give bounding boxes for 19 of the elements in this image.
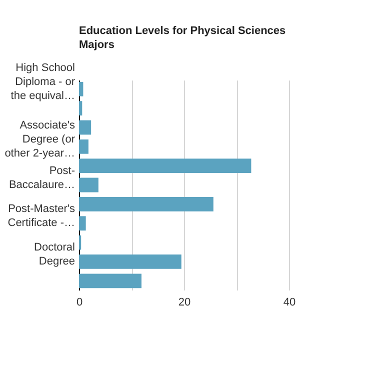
y-tick-label: High School Diploma - or the equival… (10, 62, 76, 102)
y-tick-label: Associate's Degree (or other 2-year… (4, 119, 76, 160)
bar (79, 101, 82, 116)
x-tick-label: 0 (76, 296, 83, 308)
bar (79, 216, 86, 231)
x-tick-label: 20 (178, 296, 191, 308)
bar (79, 158, 252, 174)
bar (79, 254, 182, 269)
y-tick-label: Doctoral Degree (34, 242, 75, 268)
bar (79, 120, 92, 135)
bar (79, 274, 142, 288)
chart-title: Education Levels for Physical Sciences Majors (79, 24, 286, 51)
bar (79, 82, 84, 96)
bar (79, 196, 214, 212)
y-tick-label: Post-Master's Certificate -… (8, 203, 76, 230)
bar (79, 178, 98, 192)
x-tick-label: 40 (283, 296, 296, 308)
bar (79, 139, 88, 154)
y-tick-label: Post-Baccalaure… (8, 164, 76, 191)
